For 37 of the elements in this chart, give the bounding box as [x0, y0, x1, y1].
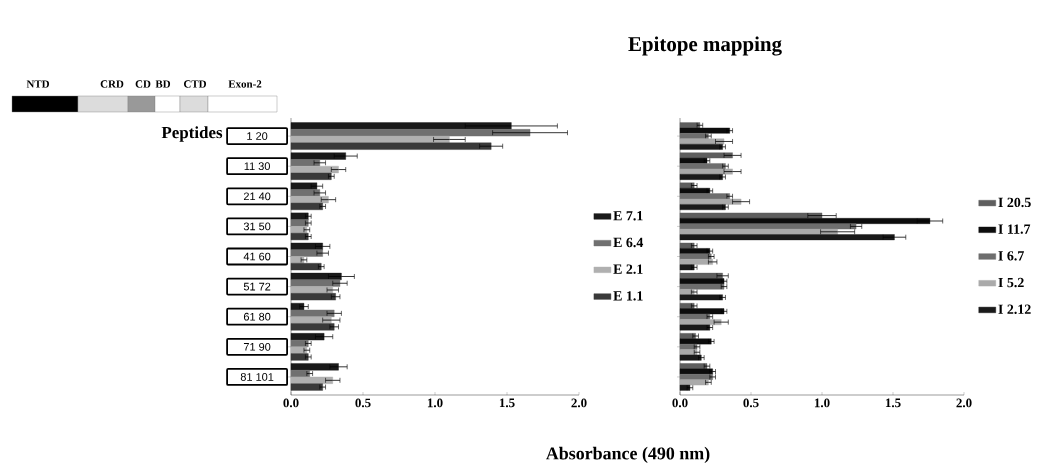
x-tick-label: 1.5 [499, 398, 515, 408]
x-tick-label: 0.5 [743, 398, 759, 408]
x-tick-label: 2.0 [571, 398, 587, 408]
x-tick-label: 0.0 [672, 398, 688, 408]
y-tick-label: 51 72 [243, 282, 271, 291]
y-tick-label: 81 101 [240, 373, 274, 381]
text: Exon-2 [228, 80, 262, 88]
legend-label: E 1.1 [613, 291, 643, 301]
text: CRD [100, 80, 124, 88]
y-tick-label: 71 90 [243, 342, 271, 351]
x-tick-label: 0.0 [283, 398, 299, 408]
y-tick-label: 31 50 [243, 222, 271, 231]
legend-label: I 20.5 [998, 197, 1031, 208]
text: CTD [183, 80, 207, 88]
y-tick-label: 61 80 [243, 312, 271, 321]
x-tick-label: 1.0 [814, 398, 830, 408]
legend-label: I 2.12 [998, 304, 1031, 315]
text: BD [155, 80, 171, 88]
text: NTD [26, 80, 50, 88]
y-tick-label: 11 30 [244, 162, 270, 171]
legend-label: I 5.2 [998, 277, 1024, 288]
x-tick-label: 2.0 [956, 398, 972, 408]
legend-label: E 2.1 [613, 264, 643, 274]
x-tick-label: 0.5 [355, 398, 371, 408]
y-tick-label: 1 20 [247, 132, 268, 140]
legend-label: I 6.7 [998, 251, 1024, 261]
x-tick-label: 1.0 [427, 398, 443, 408]
legend-label: E 6.4 [613, 237, 644, 248]
x-tick-label: 1.5 [885, 398, 901, 408]
text: CD [135, 80, 151, 88]
text: Peptides [161, 126, 223, 142]
text: Epitope mapping [628, 36, 782, 56]
x-axis-title: Absorbance (490 nm) [545, 446, 710, 464]
legend-label: I 11.7 [998, 224, 1031, 234]
legend-label: E 7.1 [613, 211, 643, 221]
y-tick-label: 21 40 [243, 192, 271, 201]
y-tick-label: 41 60 [243, 252, 271, 261]
